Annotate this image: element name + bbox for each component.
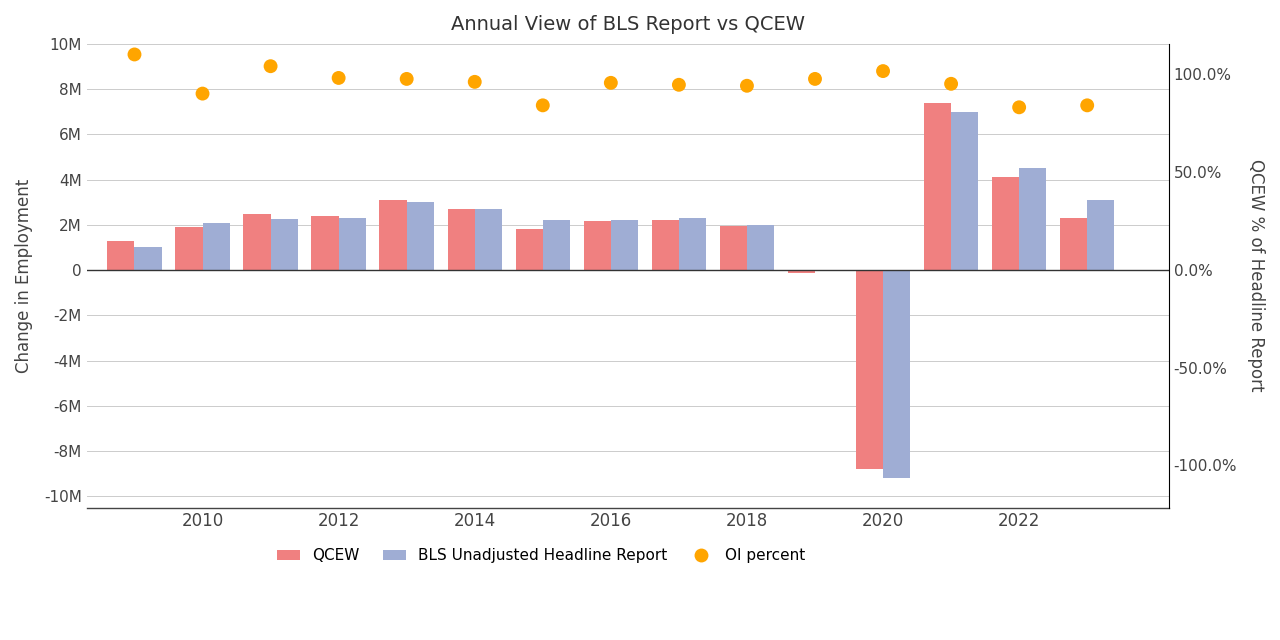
Bar — [202, 223, 229, 270]
Bar — [243, 214, 270, 270]
Point — [1076, 100, 1097, 111]
Bar — [475, 209, 502, 270]
Bar — [108, 241, 134, 270]
Bar — [270, 219, 298, 270]
Y-axis label: QCEW % of Headline Report: QCEW % of Headline Report — [1247, 159, 1265, 392]
Point — [260, 61, 280, 71]
Point — [329, 73, 349, 83]
Bar — [1060, 218, 1087, 270]
Point — [124, 49, 145, 60]
Bar — [951, 112, 978, 270]
Bar — [652, 220, 678, 270]
Y-axis label: Change in Employment: Change in Employment — [15, 179, 33, 373]
Point — [737, 81, 758, 91]
Bar — [992, 177, 1019, 270]
Point — [941, 79, 961, 89]
Bar — [856, 270, 883, 469]
Title: Annual View of BLS Report vs QCEW: Annual View of BLS Report vs QCEW — [451, 15, 805, 34]
Point — [532, 100, 553, 111]
Point — [1009, 102, 1029, 113]
Point — [873, 66, 893, 76]
Bar — [748, 225, 774, 270]
Bar — [678, 218, 707, 270]
Bar — [883, 270, 910, 478]
Bar — [1019, 168, 1046, 270]
Bar — [134, 248, 161, 270]
Point — [397, 74, 417, 84]
Bar — [787, 270, 815, 273]
Legend: QCEW, BLS Unadjusted Headline Report, OI percent: QCEW, BLS Unadjusted Headline Report, OI… — [271, 542, 812, 570]
Bar — [584, 221, 611, 270]
Bar — [407, 202, 434, 270]
Bar — [611, 220, 637, 270]
Bar — [339, 218, 366, 270]
Bar — [924, 102, 951, 270]
Bar — [516, 229, 543, 270]
Bar — [719, 226, 748, 270]
Bar — [175, 227, 202, 270]
Point — [600, 77, 621, 88]
Point — [465, 77, 485, 87]
Bar — [543, 220, 570, 270]
Point — [192, 88, 212, 99]
Bar — [379, 200, 407, 270]
Bar — [1087, 200, 1115, 270]
Bar — [311, 216, 339, 270]
Point — [668, 79, 689, 90]
Bar — [448, 209, 475, 270]
Bar — [815, 270, 842, 271]
Point — [805, 74, 826, 84]
